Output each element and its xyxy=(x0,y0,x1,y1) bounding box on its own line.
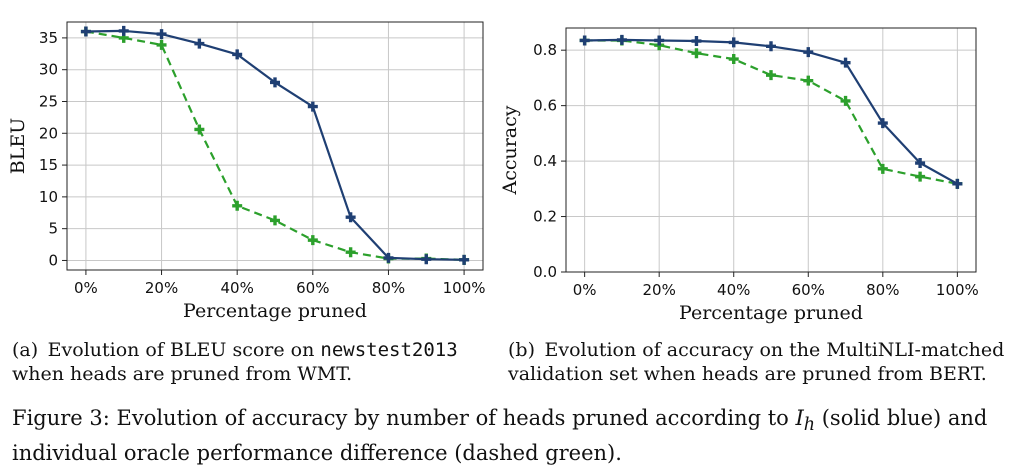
data-point-blue xyxy=(952,178,963,189)
x-tick-label: 20% xyxy=(145,279,178,297)
data-point-blue xyxy=(766,41,776,52)
x-tick-label: 100% xyxy=(443,279,486,297)
data-point-blue xyxy=(421,254,432,265)
data-point-green xyxy=(345,247,356,258)
data-point-blue xyxy=(194,38,205,49)
data-point-green xyxy=(691,48,702,59)
data-point-blue xyxy=(156,29,167,40)
data-point-blue xyxy=(654,35,665,46)
charts-area: 0% 20% 40% 60% 80% 100% 0 5 10 15 20 25 30 35 Percenta… xyxy=(7,21,979,324)
data-point-blue xyxy=(383,252,394,263)
x-tick-label: 60% xyxy=(296,279,329,297)
data-point-green xyxy=(728,54,739,65)
y-axis-label: Accuracy xyxy=(499,105,521,195)
data-point-blue xyxy=(345,212,356,223)
data-point-blue xyxy=(270,77,280,88)
y-tick-label: 0.4 xyxy=(533,152,557,170)
plot-frame xyxy=(565,27,977,273)
data-point-blue xyxy=(691,36,702,47)
y-tick-label: 30 xyxy=(39,61,58,79)
figure-caption-prefix: Figure 3: Evolution of accuracy by numbe… xyxy=(12,406,789,430)
y-tick-label: 15 xyxy=(39,156,58,174)
x-tick-label: 0% xyxy=(573,281,597,299)
chart-a-bleu: 0% 20% 40% 60% 80% 100% 0 5 10 15 20 25 30 35 Percenta… xyxy=(7,21,486,322)
data-point-green xyxy=(307,235,318,246)
data-point-green xyxy=(156,39,167,50)
caption-b-text: (b) Evolution of accuracy on the MultiNL… xyxy=(508,339,1005,385)
data-point-blue xyxy=(877,118,888,129)
data-point-green xyxy=(840,95,851,106)
caption-b: (b) Evolution of accuracy on the MultiNL… xyxy=(508,338,1008,386)
plot-frame xyxy=(66,21,484,271)
figure-caption-math: Ih xyxy=(795,406,815,435)
data-point-green xyxy=(877,163,888,174)
data-point-green xyxy=(270,215,280,226)
y-axis-label: BLEU xyxy=(7,118,29,174)
x-tick-label: 80% xyxy=(372,279,405,297)
data-point-blue xyxy=(803,47,814,58)
y-tick-label: 10 xyxy=(39,188,58,206)
x-axis-label: Percentage pruned xyxy=(183,300,367,322)
x-tick-label: 40% xyxy=(717,281,750,299)
data-point-green xyxy=(803,75,814,86)
x-tick-label: 80% xyxy=(866,281,899,299)
series-line-blue xyxy=(85,29,465,261)
math-sub: h xyxy=(803,415,816,436)
y-tick-label: 5 xyxy=(48,220,58,238)
data-point-blue xyxy=(232,49,243,60)
data-point-green xyxy=(194,124,205,135)
y-tick-label: 0.0 xyxy=(533,263,557,281)
x-tick-label: 60% xyxy=(792,281,825,299)
data-point-blue xyxy=(915,158,926,169)
data-point-blue xyxy=(307,101,318,112)
x-tick-label: 20% xyxy=(643,281,676,299)
series-line-green xyxy=(584,39,958,185)
figure-caption-suffix: (solid blue) and individual oracle perfo… xyxy=(12,406,988,466)
figure-caption: Figure 3: Evolution of accuracy by numbe… xyxy=(12,404,1007,467)
y-tick-label: 35 xyxy=(39,29,58,47)
caption-a-prefix: (a) Evolution of BLEU score on xyxy=(12,339,315,361)
y-tick-label: 0 xyxy=(48,251,58,269)
x-tick-label: 100% xyxy=(936,281,979,299)
data-point-blue xyxy=(579,35,590,46)
chart-b-accuracy: 0% 20% 40% 60% 80% 100% 0.0 0.2 0.4 0.6 0.8 Percent… xyxy=(499,27,979,324)
caption-a-suffix: when heads are pruned from WMT. xyxy=(12,363,353,385)
x-tick-label: 40% xyxy=(221,279,254,297)
data-point-blue xyxy=(118,25,129,36)
data-point-blue xyxy=(616,34,627,45)
x-tick-label: 0% xyxy=(74,279,98,297)
y-tick-label: 0.8 xyxy=(533,41,557,59)
series-line-blue xyxy=(584,38,958,185)
x-axis-label: Percentage pruned xyxy=(679,302,863,324)
data-point-green xyxy=(766,70,776,81)
y-tick-label: 0.6 xyxy=(533,97,557,115)
data-point-blue xyxy=(459,254,470,265)
math-base: I xyxy=(795,406,804,430)
data-point-green xyxy=(232,200,243,211)
data-point-green xyxy=(915,171,926,182)
caption-a-dataset: newstest2013 xyxy=(320,339,458,361)
y-tick-label: 0.2 xyxy=(533,208,557,226)
data-point-blue xyxy=(728,37,739,48)
caption-a: (a) Evolution of BLEU score on newstest2… xyxy=(12,338,502,386)
data-point-blue xyxy=(840,57,851,68)
y-tick-label: 25 xyxy=(39,92,58,110)
data-point-blue xyxy=(80,26,91,37)
y-tick-label: 20 xyxy=(39,124,58,142)
series-line-green xyxy=(85,30,465,261)
